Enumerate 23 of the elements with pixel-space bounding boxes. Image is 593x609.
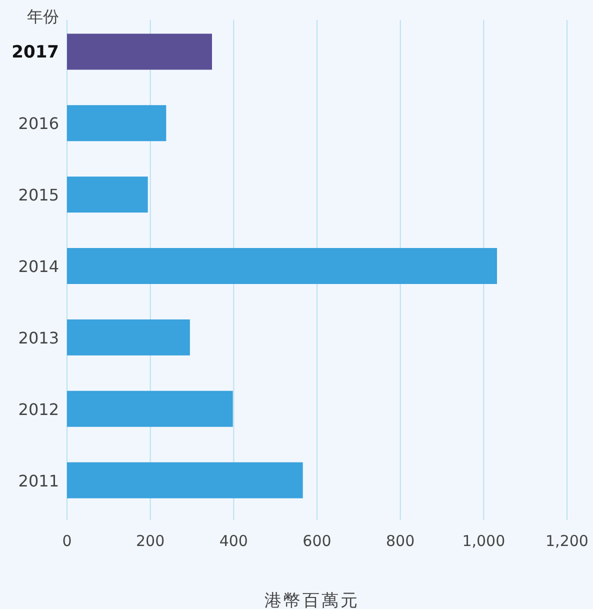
bar: [67, 176, 148, 213]
x-tick-label: 200: [136, 532, 165, 550]
y-tick-label: 2017: [12, 42, 59, 63]
bar: [67, 319, 190, 356]
x-axis-title: 港幣百萬元: [264, 591, 360, 609]
y-tick-label: 2016: [18, 114, 59, 134]
x-tick-label: 1,200: [546, 532, 588, 550]
bar: [67, 34, 212, 70]
y-axis-title: 年份: [27, 7, 59, 26]
bar: [67, 105, 166, 142]
bar: [67, 462, 303, 498]
x-tick-label: 600: [302, 532, 332, 550]
bar: [67, 248, 497, 284]
x-tick-label: 0: [62, 532, 72, 550]
x-tick-label: 1,000: [462, 532, 506, 550]
y-tick-label: 2012: [18, 400, 59, 419]
y-tick-label: 2014: [18, 257, 59, 276]
y-tick-label: 2015: [18, 186, 59, 205]
y-tick-label: 2013: [18, 328, 59, 348]
x-tick-label: 400: [219, 532, 248, 550]
x-tick-label: 800: [386, 532, 415, 550]
bar: [67, 390, 233, 427]
y-tick-label: 2011: [18, 471, 59, 490]
